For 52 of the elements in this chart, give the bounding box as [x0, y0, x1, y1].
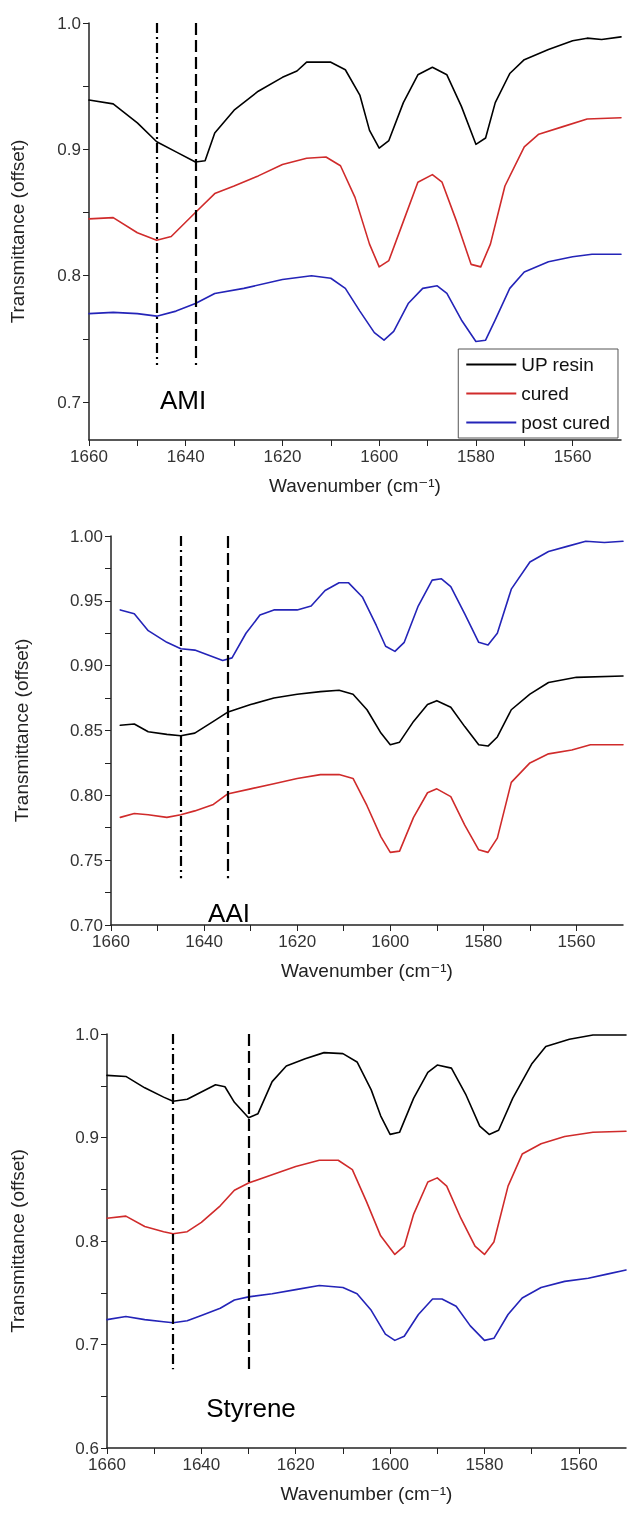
y-tick-label: 1.0 [57, 13, 81, 33]
y-tick-label: 0.8 [75, 1231, 99, 1251]
y-tick-label: 0.9 [57, 139, 81, 159]
x-axis-title: Wavenumber (cm⁻¹) [280, 1483, 453, 1504]
y-axis-title: Transmittance (offset) [11, 638, 32, 823]
y-tick-label: 0.7 [57, 392, 81, 412]
line-series [119, 540, 624, 662]
x-tick-label: 1580 [465, 1455, 504, 1474]
y-tick-label: 0.9 [75, 1128, 99, 1147]
x-tick-label: 1660 [70, 447, 108, 466]
x-axis-title: Wavenumber (cm⁻¹) [269, 475, 441, 496]
x-tick-label: 1560 [559, 1455, 598, 1474]
line-series [119, 743, 624, 854]
y-tick-label: 1.00 [69, 526, 103, 546]
y-axis-title: Transmittance (offset) [7, 1149, 28, 1333]
legend-label: UP resin [521, 354, 594, 375]
y-tick-label: 0.85 [69, 721, 103, 740]
x-tick-label: 1580 [464, 932, 503, 951]
line-series [88, 253, 622, 343]
x-tick-label: 1620 [263, 447, 302, 466]
x-tick-label: 1560 [557, 932, 596, 951]
line-series [106, 1269, 627, 1342]
annotation: Styrene [206, 1393, 296, 1423]
annotation: AAI [208, 898, 250, 928]
y-tick-label: 0.75 [69, 850, 103, 870]
y-tick-label: 0.90 [69, 656, 103, 676]
line-series [88, 116, 622, 268]
x-tick-label: 1560 [553, 447, 592, 466]
x-tick-label: 1600 [371, 1455, 409, 1474]
x-tick-label: 1600 [360, 447, 399, 466]
y-tick-label: 0.70 [69, 915, 103, 935]
x-tick-label: 1640 [182, 1455, 221, 1474]
x-tick-label: 1640 [185, 932, 223, 951]
x-tick-label: 1600 [371, 932, 410, 951]
y-tick-label: 0.80 [69, 785, 103, 805]
x-tick-label: 1660 [88, 1455, 126, 1474]
x-tick-label: 1640 [166, 447, 205, 466]
y-tick-label: 0.95 [69, 591, 103, 611]
y-tick-label: 1.0 [75, 1024, 99, 1044]
x-axis-title: Wavenumber (cm⁻¹) [281, 960, 453, 981]
legend-label: post cured [521, 412, 611, 433]
x-tick-label: 1620 [276, 1455, 315, 1474]
line-series [106, 1130, 627, 1256]
y-axis-title: Transmittance (offset) [7, 139, 28, 324]
x-tick-label: 1620 [278, 932, 317, 951]
legend-label: cured [521, 383, 569, 404]
x-tick-label: 1580 [457, 447, 495, 466]
annotation: AMI [159, 385, 207, 415]
y-tick-label: 0.6 [75, 1438, 99, 1458]
y-tick-label: 0.7 [75, 1335, 99, 1354]
y-tick-label: 0.8 [57, 266, 81, 286]
x-tick-label: 1660 [92, 932, 130, 951]
